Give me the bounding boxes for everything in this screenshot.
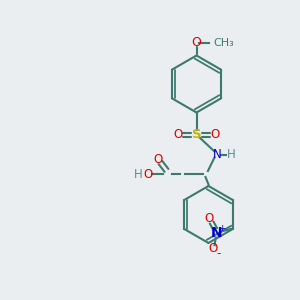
Text: O: O: [173, 128, 182, 142]
Text: N: N: [211, 226, 223, 240]
Text: O: O: [192, 36, 201, 50]
Text: CH₃: CH₃: [213, 38, 234, 48]
Text: +: +: [218, 224, 225, 233]
Text: O: O: [208, 242, 218, 255]
Text: O: O: [205, 212, 214, 225]
Text: O: O: [211, 128, 220, 142]
Text: O: O: [143, 167, 152, 181]
Text: O: O: [154, 153, 163, 166]
Text: S: S: [192, 128, 201, 142]
Text: H: H: [134, 167, 143, 181]
Text: N: N: [213, 148, 222, 161]
Text: -: -: [216, 247, 221, 260]
Text: H: H: [226, 148, 236, 161]
